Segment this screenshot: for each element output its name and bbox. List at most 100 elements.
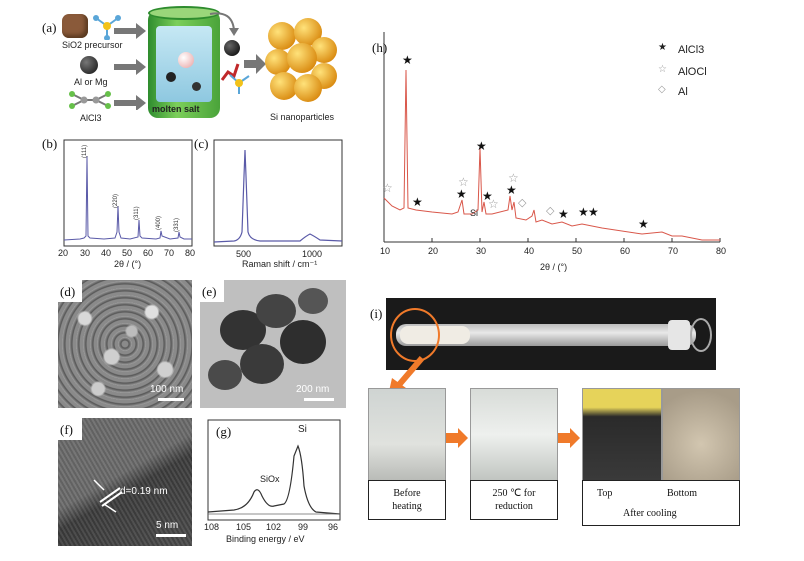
b-tick-40: 40 [101, 248, 112, 258]
panel-h-label: (h) [372, 40, 388, 55]
panel-a-label: (a) [42, 20, 57, 35]
alcl3-molecule-icon [69, 91, 111, 109]
svg-text:★: ★ [476, 139, 487, 153]
si-nanoparticles-label: Si nanoparticles [270, 112, 335, 122]
top-photo [582, 388, 662, 482]
panel-f-label: (f) [60, 422, 73, 437]
sio2-precursor-label: SiO2 precursor [62, 40, 123, 50]
svg-text:★: ★ [558, 207, 569, 221]
svg-text:★: ★ [506, 183, 517, 197]
sio2-precursor-image [62, 14, 88, 38]
b-tick-70: 70 [164, 248, 175, 258]
g-tick-105: 105 [236, 522, 252, 532]
al-mg-sphere [80, 56, 98, 74]
h-tick-30: 30 [476, 246, 487, 256]
dark-sphere-in-crucible-2 [192, 82, 201, 91]
bottom-photo [662, 388, 740, 482]
panel-d-label-box [58, 280, 82, 302]
panel-e-label: (e) [202, 284, 217, 299]
orange-arrow-1 [446, 428, 468, 448]
svg-text:(111): (111) [82, 145, 88, 158]
c-xlabel: Raman shift / cm⁻¹ [242, 259, 318, 269]
svg-text:★: ★ [578, 205, 589, 219]
svg-text:☆: ☆ [458, 175, 469, 189]
legend-al: Al [678, 86, 688, 98]
d-scale-bar [158, 398, 184, 401]
svg-text:★: ★ [412, 195, 423, 209]
svg-text:(311): (311) [134, 206, 140, 220]
svg-text:◇: ◇ [518, 197, 527, 209]
svg-text:(400): (400) [156, 216, 162, 230]
d-spacing-arrows [93, 479, 123, 513]
g-siox-label: SiOx [260, 474, 280, 484]
e-scale-label: 200 nm [296, 384, 330, 395]
b-tick-50: 50 [122, 248, 133, 258]
caption-after-cooling: After cooling [623, 508, 677, 519]
g-si-label: Si [298, 424, 307, 435]
svg-text:☆: ☆ [488, 197, 499, 211]
h-tick-40: 40 [524, 246, 535, 256]
c-tick-1000: 1000 [302, 249, 323, 259]
si-nanoparticle-cluster [265, 18, 337, 102]
black-sphere [224, 40, 240, 56]
gray-arrow-icon [244, 54, 266, 74]
e-scale-bar [304, 398, 334, 401]
svg-text:◇: ◇ [546, 205, 555, 217]
d-spacing-label: d=0.19 nm [120, 486, 168, 497]
g-xlabel: Binding energy / eV [226, 534, 305, 544]
svg-text:☆: ☆ [508, 171, 519, 185]
c-tick-500: 500 [236, 249, 252, 259]
panel-i-label: (i) [370, 306, 383, 321]
before-heating-photo [368, 388, 446, 482]
silicate-molecule-icon [229, 74, 250, 94]
molten-salt-label: molten salt [152, 104, 200, 114]
b-tick-60: 60 [143, 248, 154, 258]
caption-bottom: Bottom [667, 488, 698, 499]
al-mg-label: Al or Mg [74, 77, 108, 87]
xrd-plot-h: ★☆◇ ★★★★ ★ ★★ ★ ★★ ☆ ☆☆☆ ◇◇ [382, 32, 721, 243]
h-si-label: Si [470, 208, 479, 218]
svg-text:★: ★ [638, 217, 649, 231]
svg-text:★: ★ [482, 189, 493, 203]
xps-plot-g [207, 419, 341, 521]
svg-text:☆: ☆ [658, 64, 667, 75]
b-xlabel: 2θ / (°) [114, 259, 142, 269]
g-tick-96: 96 [328, 522, 339, 532]
raman-plot-c [213, 139, 343, 247]
dark-sphere-in-crucible [166, 72, 176, 82]
h-xlabel: 2θ / (°) [540, 262, 568, 272]
g-tick-102: 102 [266, 522, 282, 532]
silica-molecule-icon [93, 15, 121, 40]
svg-text:(331): (331) [174, 218, 180, 232]
alcl3-label: AlCl3 [80, 113, 102, 123]
after-cooling-caption: Top Bottom After cooling [582, 480, 740, 526]
svg-text:★: ★ [402, 53, 413, 67]
h-tick-60: 60 [620, 246, 631, 256]
h-tick-10: 10 [380, 246, 391, 256]
h-tick-70: 70 [668, 246, 679, 256]
caption-reduction-line2: reduction [495, 501, 533, 512]
reduction-photo [470, 388, 558, 482]
svg-text:★: ★ [456, 187, 467, 201]
caption-before-line1: Before [393, 488, 421, 499]
tem-image-e [200, 280, 346, 408]
red-chain-icon [220, 63, 240, 81]
f-scale-bar [156, 534, 186, 537]
b-tick-30: 30 [80, 248, 91, 258]
reduction-caption: 250 ℃ for reduction [470, 480, 558, 520]
panel-b-label: (b) [42, 136, 58, 151]
highlight-circle [390, 308, 440, 362]
caption-top: Top [597, 488, 613, 499]
curved-arrow-icon [209, 12, 239, 36]
panel-e-label-box [200, 280, 224, 302]
caption-reduction-line1: 250 ℃ for [492, 488, 536, 499]
b-tick-80: 80 [185, 248, 196, 258]
svg-text:☆: ☆ [382, 181, 393, 195]
panel-d-label: (d) [60, 284, 76, 299]
b-tick-20: 20 [58, 248, 69, 258]
h-tick-80: 80 [716, 246, 727, 256]
h-tick-50: 50 [572, 246, 583, 256]
orange-arrow-2 [558, 428, 580, 448]
panel-c-label: (c) [194, 136, 209, 151]
xrd-plot-b: (111) (220) (311) (400) (331) [63, 139, 193, 247]
